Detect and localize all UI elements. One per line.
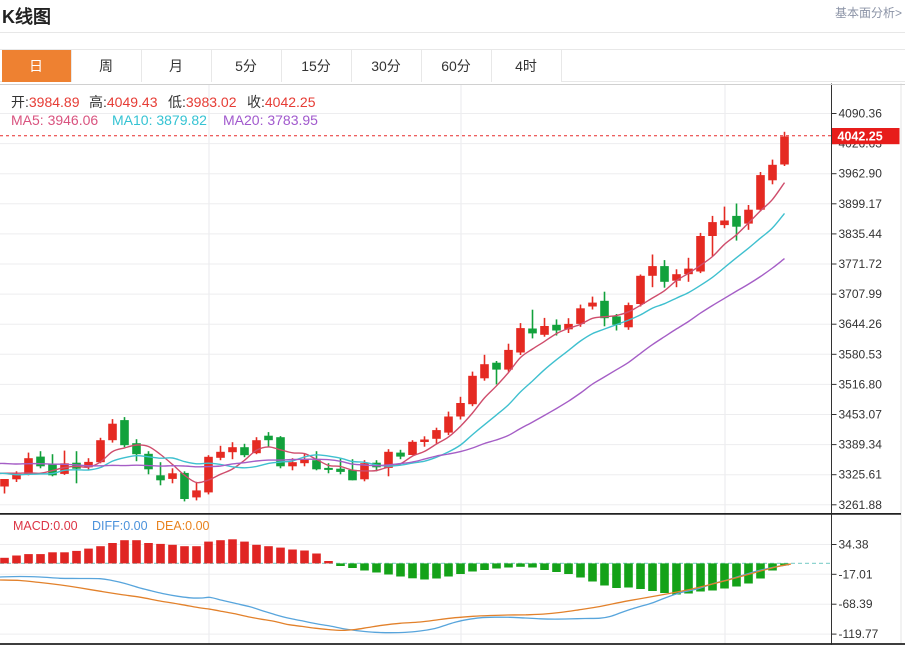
svg-text:3899.17: 3899.17 <box>839 197 883 211</box>
svg-text:3835.44: 3835.44 <box>839 227 883 241</box>
svg-text:4090.36: 4090.36 <box>839 107 883 121</box>
svg-text:3516.80: 3516.80 <box>839 377 883 391</box>
svg-text:3453.07: 3453.07 <box>839 408 883 422</box>
svg-text:-119.77: -119.77 <box>839 627 879 641</box>
svg-text:3771.72: 3771.72 <box>839 257 883 271</box>
svg-text:-17.01: -17.01 <box>839 567 873 581</box>
svg-text:3644.26: 3644.26 <box>839 317 883 331</box>
svg-text:3962.90: 3962.90 <box>839 167 883 181</box>
svg-text:-68.39: -68.39 <box>839 597 873 611</box>
svg-text:3325.61: 3325.61 <box>839 468 883 482</box>
svg-text:34.38: 34.38 <box>839 538 869 552</box>
svg-text:3580.53: 3580.53 <box>839 347 883 361</box>
svg-text:3261.88: 3261.88 <box>839 498 883 512</box>
svg-text:4042.25: 4042.25 <box>838 130 883 144</box>
svg-text:3389.34: 3389.34 <box>839 438 883 452</box>
svg-text:3707.99: 3707.99 <box>839 287 883 301</box>
